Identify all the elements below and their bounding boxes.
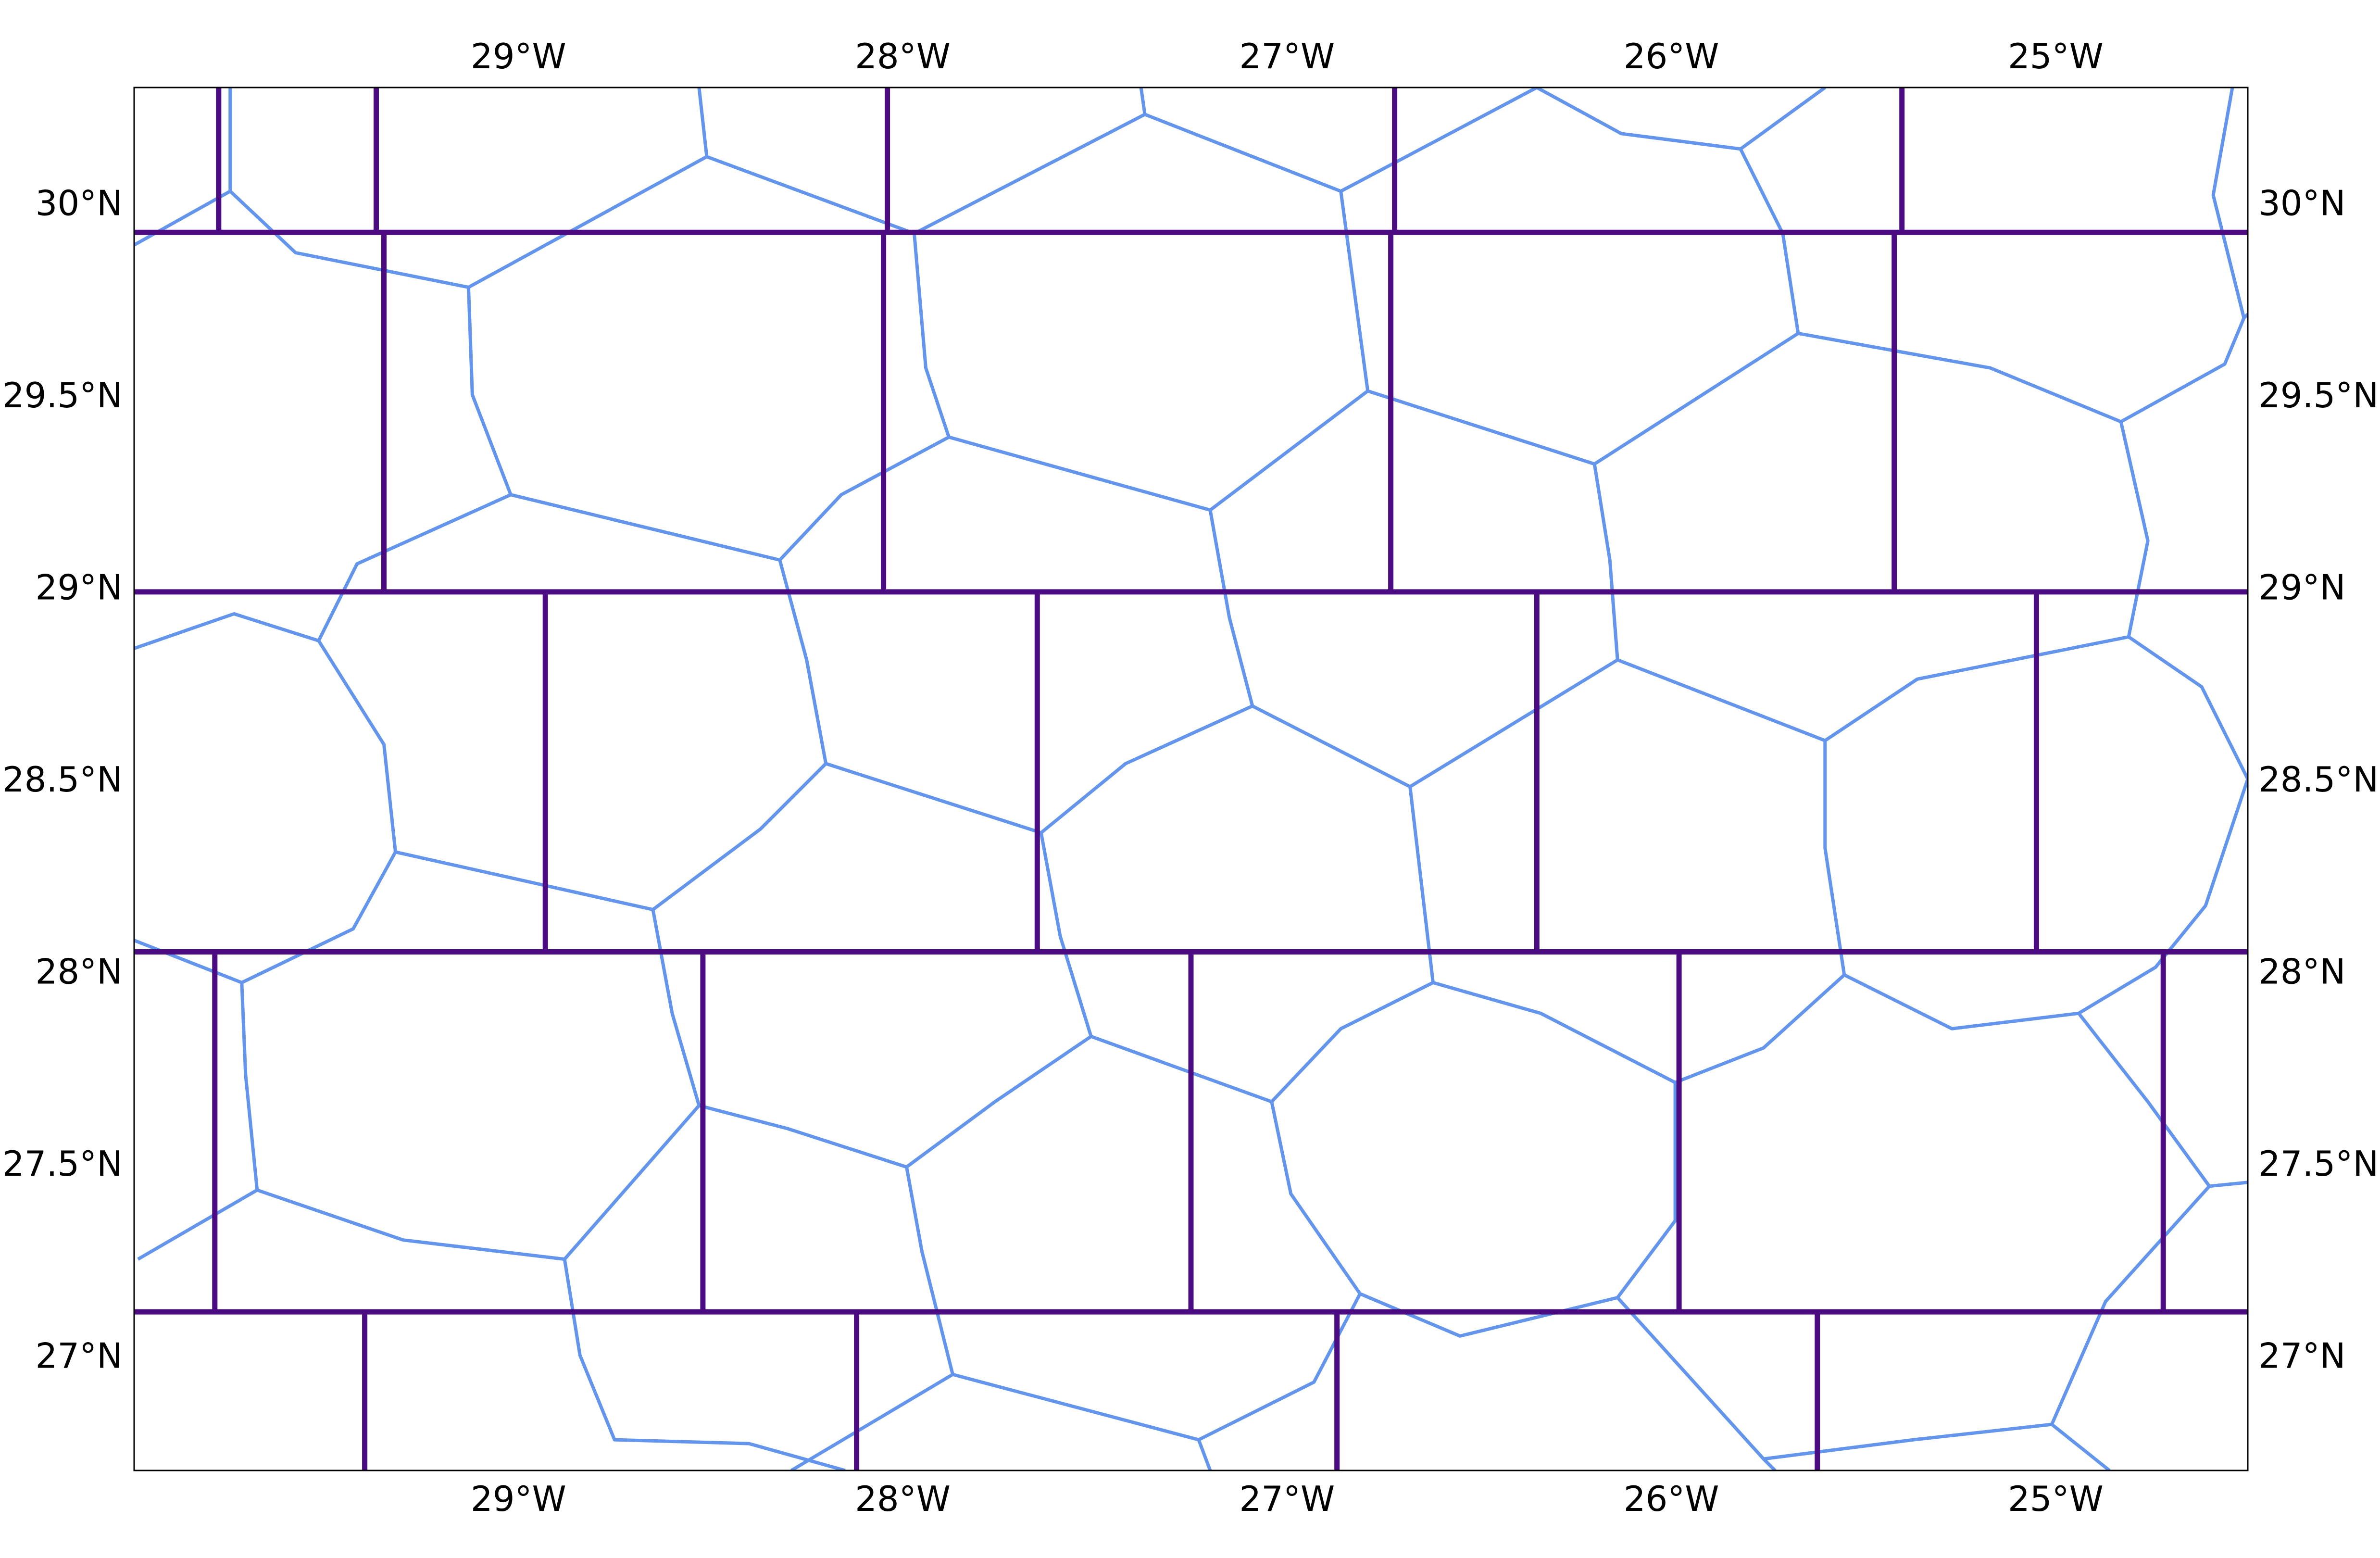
lon-label-top-1: 29°W [471, 36, 566, 76]
cell-edge-20 [1208, 510, 1411, 789]
cell-edge-36 [1674, 973, 1846, 1084]
cell-edge-14 [2211, 88, 2246, 319]
cell-edge-24 [1824, 635, 2248, 780]
cell-edge-7 [1144, 113, 1370, 512]
cell-edge-8 [1340, 88, 1538, 193]
cell-edge-35 [1270, 981, 1434, 1103]
cell-edge-22 [1592, 464, 1826, 742]
cell-edge-34 [905, 1035, 1092, 1168]
lat-label-left-1: 30°N [36, 183, 123, 224]
lon-label-bottom-1: 29°W [471, 1479, 566, 1519]
cell-edge-13 [2120, 313, 2248, 424]
cell-edge-25 [134, 939, 565, 1261]
cell-edge-15 [317, 493, 512, 641]
lat-label-right-1: 30°N [2258, 183, 2345, 224]
lon-label-top-2: 28°W [855, 36, 951, 76]
lat-label-left-7: 27°N [36, 1335, 123, 1376]
lon-label-bottom-2: 28°W [855, 1479, 951, 1519]
cell-edge-32 [137, 1188, 258, 1261]
cell-edge-39 [1270, 1082, 1677, 1338]
lat-label-right-6: 27.5°N [2258, 1143, 2379, 1184]
lon-label-bottom-3: 27°W [1239, 1479, 1335, 1519]
cell-edge-45 [2050, 1185, 2211, 1470]
longitude-labels-top: 29°W 28°W 27°W 26°W 25°W [471, 36, 2104, 76]
cell-edge-26 [241, 851, 397, 984]
cell-edge-4 [466, 287, 780, 562]
cell-edge-9 [1536, 88, 1826, 151]
lat-label-left-2: 29.5°N [2, 375, 123, 415]
cell-edge-44 [1763, 1422, 2052, 1461]
cell-edge-17 [134, 612, 653, 912]
lon-label-top-4: 26°W [1624, 36, 1719, 76]
cell-edge-5 [706, 88, 1147, 236]
lat-label-left-3: 29°N [36, 567, 123, 608]
cell-edge-31 [2078, 778, 2248, 1015]
voronoi-cell-edges [134, 88, 2248, 1470]
lat-label-left-5: 28°N [36, 951, 123, 992]
lon-label-top-3: 27°W [1239, 36, 1335, 76]
cell-edge-40 [563, 1259, 846, 1470]
cell-edge-29 [1408, 786, 1676, 1084]
lat-label-right-3: 29°N [2258, 567, 2345, 608]
map-area [134, 88, 2248, 1470]
lat-label-left-4: 28.5°N [2, 759, 123, 800]
cell-edge-28 [1039, 832, 1272, 1104]
lon-label-bottom-5: 25°W [2008, 1479, 2104, 1519]
longitude-labels-bottom: 29°W 28°W 27°W 26°W 25°W [471, 1479, 2104, 1519]
lat-label-left-6: 27.5°N [2, 1143, 123, 1184]
cell-edge-41 [790, 1373, 954, 1470]
lat-label-right-7: 27°N [2258, 1335, 2345, 1376]
latitude-labels-right: 30°N 29.5°N 29°N 28.5°N 28°N 27.5°N 27°N [2258, 183, 2379, 1376]
cell-edge-16 [778, 435, 950, 561]
cell-edge-42 [1198, 1293, 1362, 1442]
cell-edge-19 [651, 762, 827, 911]
cell-edge-18 [778, 559, 1042, 835]
cell-edge-12 [2119, 421, 2150, 638]
lat-label-right-2: 29.5°N [2258, 375, 2379, 415]
latitude-labels-left: 30°N 29.5°N 29°N 28.5°N 28°N 27.5°N 27°N [2, 183, 123, 1376]
map-frame [133, 87, 2249, 1471]
lat-label-right-4: 28.5°N [2258, 759, 2379, 800]
cell-edge-23 [1409, 658, 1619, 788]
cell-edge-33 [563, 1104, 701, 1260]
cell-edge-37 [2077, 1012, 2248, 1188]
lon-label-bottom-4: 26°W [1624, 1479, 1719, 1519]
grid-row-boundaries [134, 88, 2248, 1470]
cell-edge-6 [913, 233, 1211, 512]
lat-label-right-5: 28°N [2258, 951, 2345, 992]
cell-edge-21 [1040, 704, 1253, 834]
lon-label-top-5: 25°W [2008, 36, 2104, 76]
